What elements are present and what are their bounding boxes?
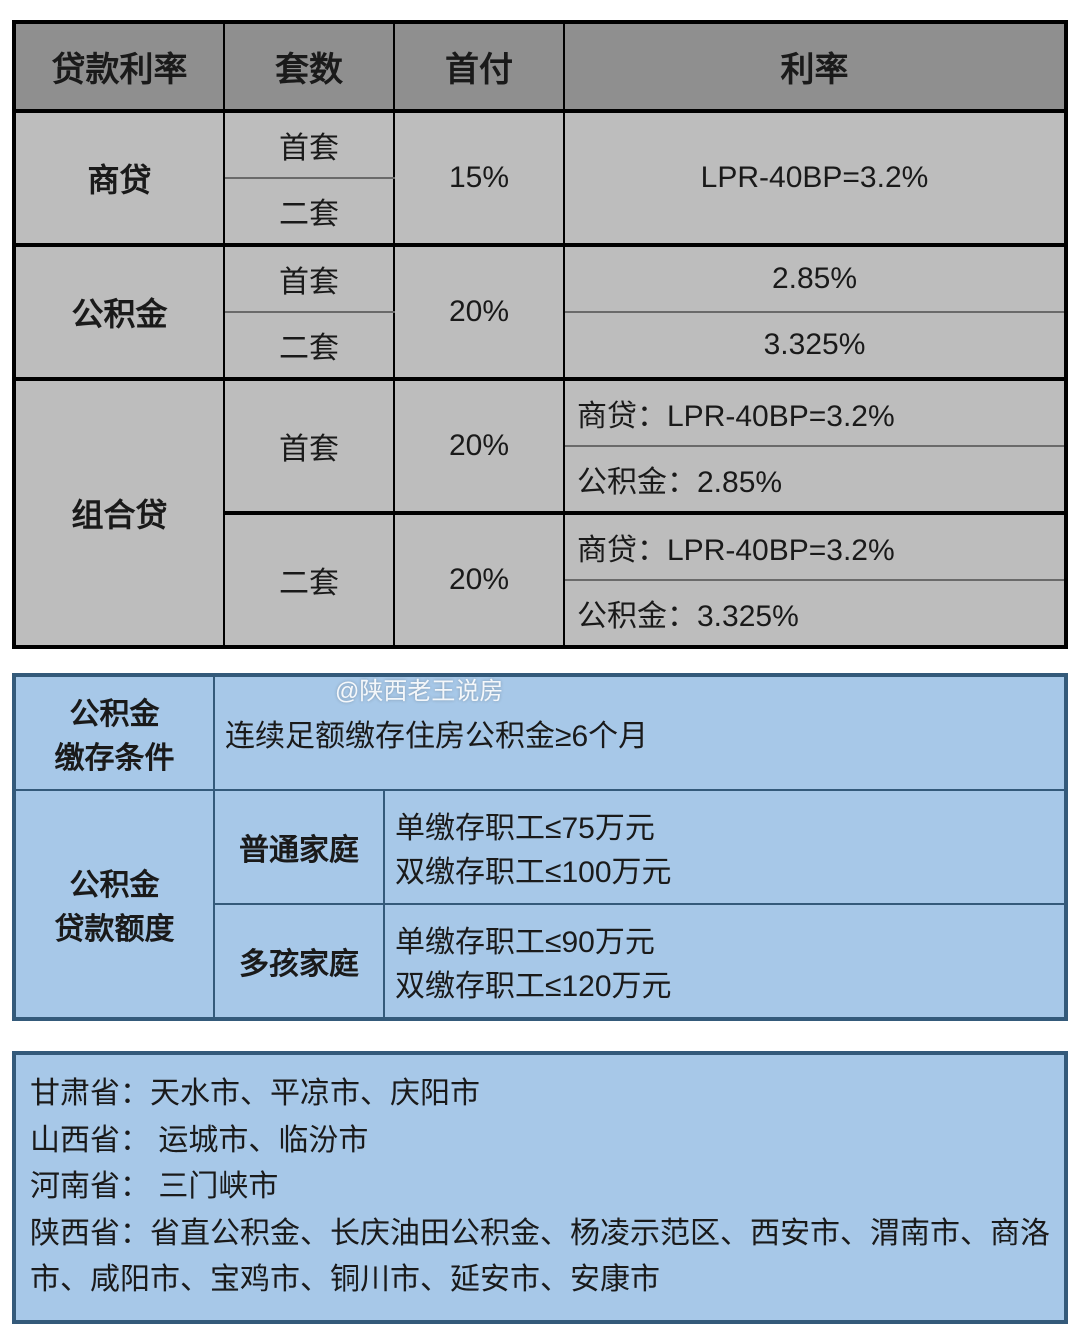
table-row: 公积金 贷款额度 普通家庭 单缴存职工≤75万元 双缴存职工≤100万元	[14, 790, 1066, 904]
rate-combo-second-b: 公积金：3.325%	[564, 580, 1066, 647]
family-normal-values: 单缴存职工≤75万元 双缴存职工≤100万元	[384, 790, 1066, 904]
rate-fund-first: 2.85%	[564, 245, 1066, 312]
table-header-row: 贷款利率 套数 首付 利率	[14, 22, 1066, 111]
unit-first: 首套	[224, 245, 394, 312]
table-row: 公积金 首套 20% 2.85%	[14, 245, 1066, 312]
label-line: 缴存条件	[26, 733, 203, 777]
th-loan-rate: 贷款利率	[14, 22, 224, 111]
loan-type-combo: 组合贷	[14, 379, 224, 647]
loan-type-fund: 公积金	[14, 245, 224, 379]
value-line: 单缴存职工≤75万元	[395, 803, 1054, 847]
unit-second: 二套	[224, 312, 394, 379]
downpay-combo-second: 20%	[394, 513, 564, 647]
fund-loan-limit-label: 公积金 贷款额度	[14, 790, 214, 1019]
th-rate: 利率	[564, 22, 1066, 111]
table-row: 组合贷 首套 20% 商贷：LPR-40BP=3.2%	[14, 379, 1066, 446]
downpay-commercial: 15%	[394, 111, 564, 245]
fund-conditions-table: 公积金 缴存条件 @陕西老王说房 连续足额缴存住房公积金≥6个月 公积金 贷款额…	[12, 673, 1068, 1021]
fund-deposit-condition-value-cell: @陕西老王说房 连续足额缴存住房公积金≥6个月	[214, 675, 1066, 790]
table-row: 公积金 缴存条件 @陕西老王说房 连续足额缴存住房公积金≥6个月	[14, 675, 1066, 790]
value-line: 双缴存职工≤120万元	[395, 961, 1054, 1005]
label-line: 贷款额度	[26, 904, 203, 948]
region-line: 河南省： 三门峡市	[30, 1164, 1050, 1211]
value-line: 双缴存职工≤100万元	[395, 847, 1054, 891]
unit-second: 二套	[224, 178, 394, 245]
label-line: 公积金	[26, 860, 203, 904]
rate-combo-first-a: 商贷：LPR-40BP=3.2%	[564, 379, 1066, 446]
rate-fund-second: 3.325%	[564, 312, 1066, 379]
rate-combo-second-a: 商贷：LPR-40BP=3.2%	[564, 513, 1066, 580]
rate-combo-first-b: 公积金：2.85%	[564, 446, 1066, 513]
family-multichild-values: 单缴存职工≤90万元 双缴存职工≤120万元	[384, 904, 1066, 1019]
table-row: 商贷 首套 15% LPR-40BP=3.2%	[14, 111, 1066, 178]
region-line: 山西省： 运城市、临汾市	[30, 1118, 1050, 1165]
unit-first: 首套	[224, 379, 394, 513]
downpay-combo-first: 20%	[394, 379, 564, 513]
label-line: 公积金	[26, 689, 203, 733]
fund-deposit-condition-label: 公积金 缴存条件	[14, 675, 214, 790]
value-line: 单缴存职工≤90万元	[395, 917, 1054, 961]
loan-type-commercial: 商贷	[14, 111, 224, 245]
th-units: 套数	[224, 22, 394, 111]
region-list-box: 甘肃省：天水市、平凉市、庆阳市 山西省： 运城市、临汾市 河南省： 三门峡市 陕…	[12, 1051, 1068, 1324]
region-line: 甘肃省：天水市、平凉市、庆阳市	[30, 1071, 1050, 1118]
unit-first: 首套	[224, 111, 394, 178]
watermark-text: @陕西老王说房	[335, 671, 503, 706]
downpay-fund: 20%	[394, 245, 564, 379]
family-normal-label: 普通家庭	[214, 790, 384, 904]
rate-commercial: LPR-40BP=3.2%	[564, 111, 1066, 245]
unit-second: 二套	[224, 513, 394, 647]
family-multichild-label: 多孩家庭	[214, 904, 384, 1019]
loan-rate-table: 贷款利率 套数 首付 利率 商贷 首套 15% LPR-40BP=3.2% 二套…	[12, 20, 1068, 649]
region-line: 陕西省：省直公积金、长庆油田公积金、杨凌示范区、西安市、渭南市、商洛市、咸阳市、…	[30, 1211, 1050, 1304]
th-downpay: 首付	[394, 22, 564, 111]
fund-deposit-condition-value: 连续足额缴存住房公积金≥6个月	[225, 711, 1054, 755]
